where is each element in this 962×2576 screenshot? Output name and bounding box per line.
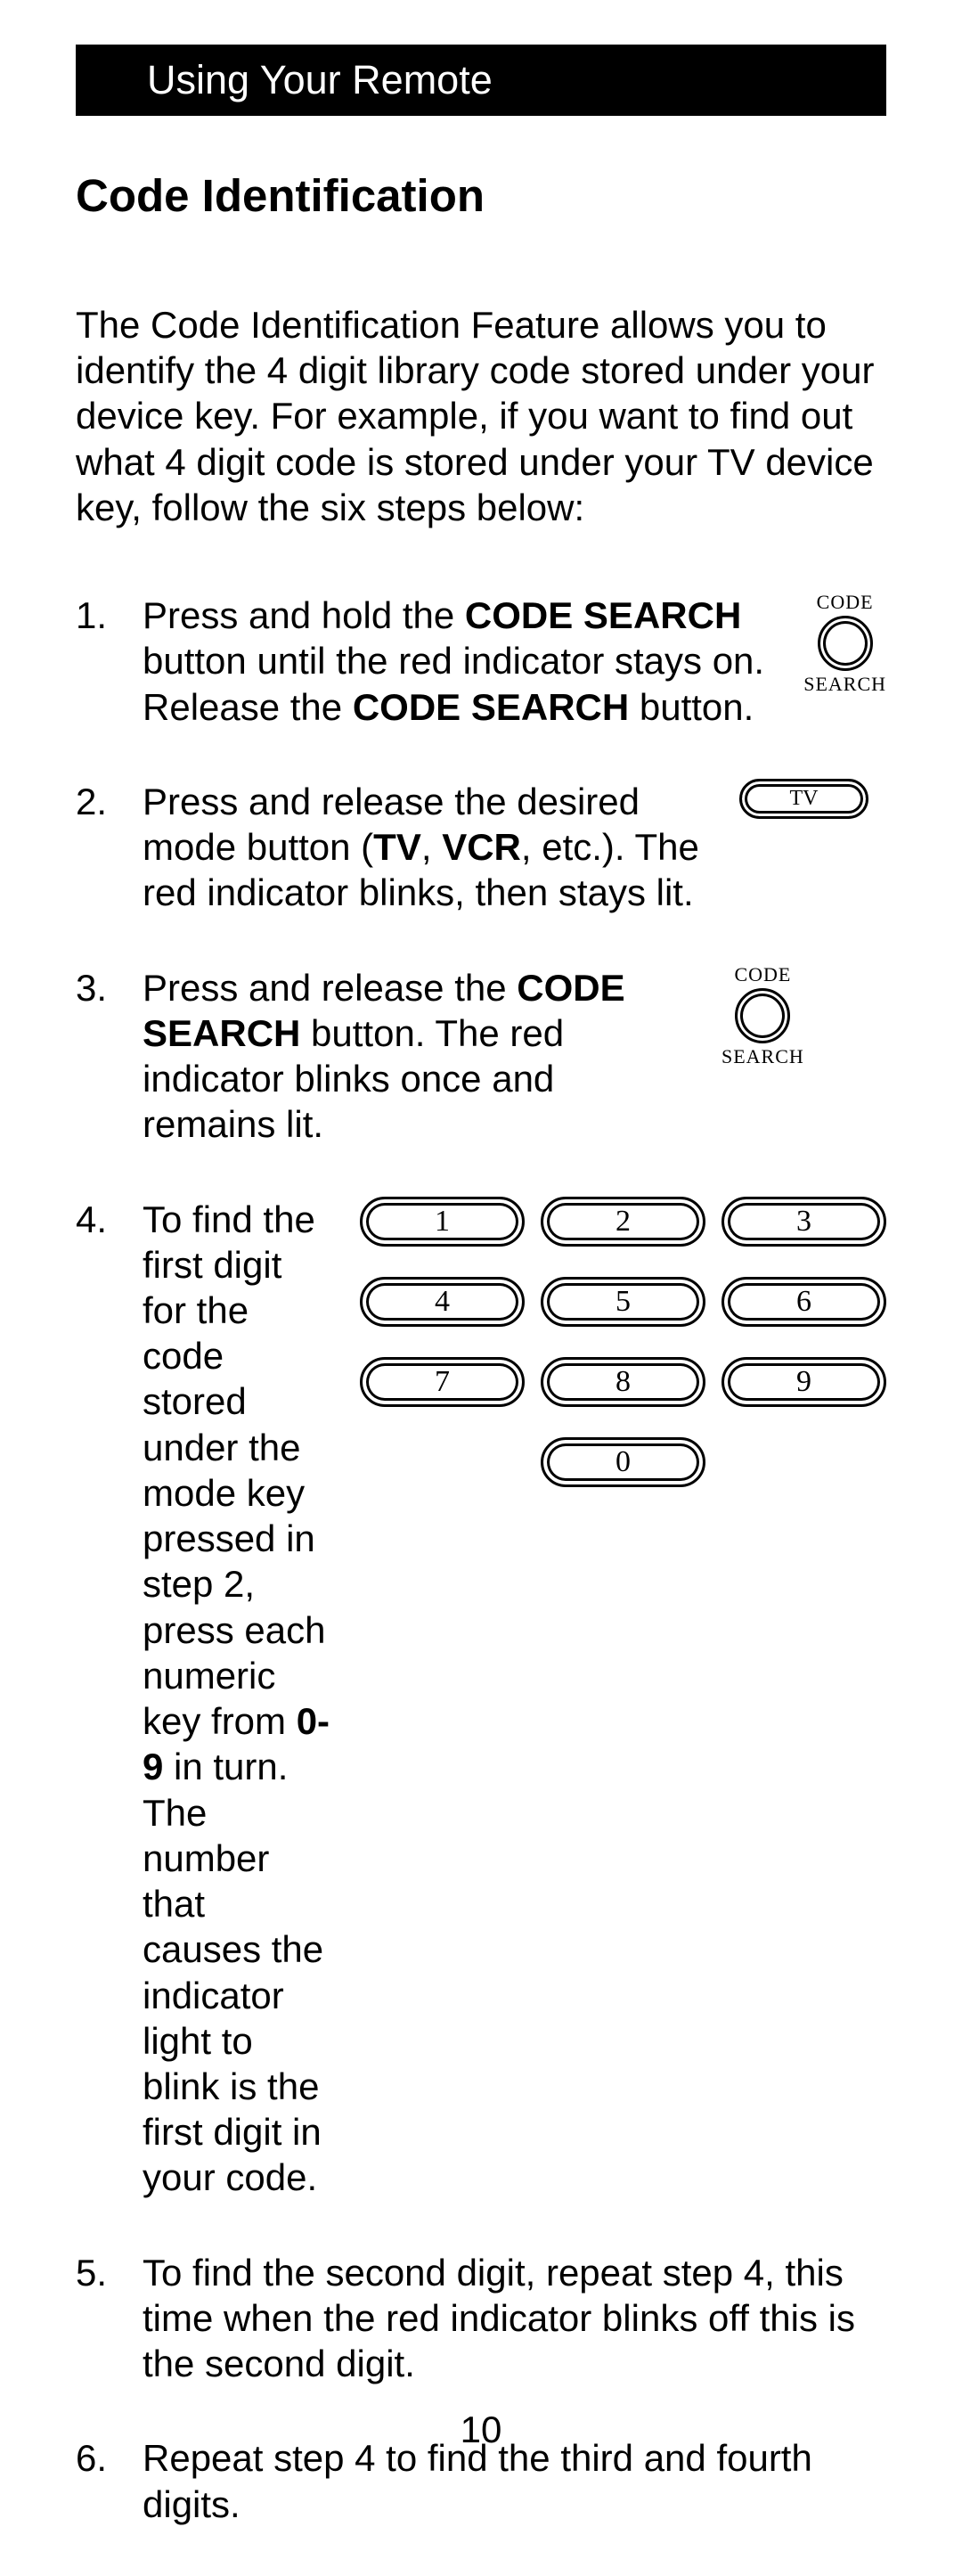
step-4-media: 1 2 3 4 5 6 7 8 9 0 [360,1197,886,1487]
step-1-p3: button. [629,686,754,728]
step-5-p1: To find the second digit, repeat step 4,… [143,2252,855,2384]
step-3: Press and release the CODE SEARCH button… [76,965,886,1148]
key-4-label: 4 [435,1283,450,1320]
keypad-icon: 1 2 3 4 5 6 7 8 9 0 [360,1197,886,1487]
page: Using Your Remote Code Identification Th… [0,0,962,2527]
step-2-media: TV [739,779,868,819]
step-3-text: Press and release the CODE SEARCH button… [143,965,695,1148]
key-7-label: 7 [435,1363,450,1400]
key-1-label: 1 [435,1203,450,1239]
step-2: Press and release the desired mode butto… [76,779,886,916]
key-4: 4 [360,1277,525,1327]
key-3-label: 3 [796,1203,811,1239]
tv-button-label: TV [790,786,819,812]
step-4-p1: To find the first digit for the code sto… [143,1198,325,1743]
step-1-b1: CODE SEARCH [465,594,741,636]
code-search-button [818,616,873,671]
key-6: 6 [722,1277,886,1327]
key-8-label: 8 [616,1363,631,1400]
step-1-p1: Press and hold the [143,594,465,636]
code-search-label-top: CODE [817,593,874,612]
step-5-text: To find the second digit, repeat step 4,… [143,2250,886,2387]
step-4-p2: in turn. The number that causes the indi… [143,1746,323,2198]
key-0: 0 [541,1437,705,1487]
step-2-p2: , [421,826,442,868]
key-8: 8 [541,1357,705,1407]
key-9: 9 [722,1357,886,1407]
steps-list: Press and hold the CODE SEARCH button un… [76,593,886,2527]
tv-button-icon: TV [739,779,868,819]
header-bar: Using Your Remote [76,45,886,116]
code-search-icon: CODE SEARCH [803,593,886,694]
key-0-label: 0 [616,1443,631,1480]
step-2-b1: TV [373,826,421,868]
code-search-label-top-2: CODE [734,965,791,985]
page-number: 10 [0,2408,962,2451]
code-search-label-bottom-2: SEARCH [722,1047,804,1067]
key-9-label: 9 [796,1363,811,1400]
step-1-text: Press and hold the CODE SEARCH button un… [143,593,777,730]
key-3: 3 [722,1197,886,1247]
step-1-media: CODE SEARCH [803,593,886,694]
key-6-label: 6 [796,1283,811,1320]
step-4: To find the first digit for the code sto… [76,1197,886,2201]
key-2: 2 [541,1197,705,1247]
section-title: Code Identification [76,169,886,222]
code-search-label-bottom: SEARCH [803,675,886,694]
header-title: Using Your Remote [147,57,493,102]
key-2-label: 2 [616,1203,631,1239]
step-1: Press and hold the CODE SEARCH button un… [76,593,886,730]
code-search-icon-2: CODE SEARCH [722,965,804,1067]
key-5-label: 5 [616,1283,631,1320]
intro-paragraph: The Code Identification Feature allows y… [76,302,886,530]
code-search-button-2 [735,988,790,1043]
key-1: 1 [360,1197,525,1247]
step-4-text: To find the first digit for the code sto… [143,1197,333,2201]
step-2-b2: VCR [442,826,521,868]
key-7: 7 [360,1357,525,1407]
step-5: To find the second digit, repeat step 4,… [76,2250,886,2387]
step-3-media: CODE SEARCH [722,965,804,1067]
step-2-text: Press and release the desired mode butto… [143,779,713,916]
step-3-p1: Press and release the [143,967,517,1009]
step-1-b2: CODE SEARCH [353,686,629,728]
key-5: 5 [541,1277,705,1327]
